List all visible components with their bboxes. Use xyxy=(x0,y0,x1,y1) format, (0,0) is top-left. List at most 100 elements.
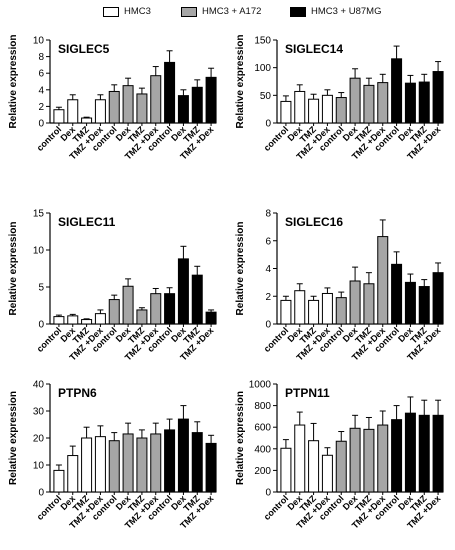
bar xyxy=(94,99,106,124)
bar xyxy=(418,414,430,493)
chart-2: Relative expression051015SIGLEC11control… xyxy=(8,209,217,363)
bar xyxy=(377,424,389,493)
bar xyxy=(432,272,444,325)
y-tick-label: 50 xyxy=(260,91,272,102)
y-axis-label: Relative expression xyxy=(235,222,246,316)
bar xyxy=(81,117,93,124)
bar xyxy=(308,98,320,124)
y-tick-label: 600 xyxy=(254,423,271,434)
bar xyxy=(177,258,189,325)
chart-title: SIGLEC5 xyxy=(58,42,110,56)
bar xyxy=(308,440,320,493)
chart-title: SIGLEC14 xyxy=(285,42,343,56)
chart-title: PTPN11 xyxy=(285,386,330,400)
y-tick-label: 10 xyxy=(33,461,45,472)
y-tick-label: 8 xyxy=(38,52,44,63)
bar xyxy=(280,447,292,493)
chart-title: SIGLEC16 xyxy=(285,215,343,229)
y-tick-label: 2 xyxy=(38,102,44,113)
y-tick-label: 1000 xyxy=(249,380,272,391)
bar xyxy=(164,61,176,124)
y-tick-label: 6 xyxy=(38,69,44,80)
y-tick-label: 0 xyxy=(38,119,44,130)
bar xyxy=(363,428,375,493)
bar xyxy=(349,77,361,124)
y-tick-label: 4 xyxy=(38,85,44,96)
bar xyxy=(164,429,176,493)
legend-label-hmc3: HMC3 xyxy=(124,6,151,17)
y-tick-label: 5 xyxy=(38,283,44,294)
bar xyxy=(205,311,217,325)
bar xyxy=(349,280,361,325)
bar xyxy=(308,299,320,325)
legend: HMC3 HMC3 + A172 HMC3 + U87MG xyxy=(0,0,455,24)
bar xyxy=(404,82,416,124)
y-tick-label: 2 xyxy=(265,292,271,303)
y-tick-label: 150 xyxy=(254,36,271,47)
bar xyxy=(294,424,306,493)
bar xyxy=(164,293,176,325)
y-tick-label: 40 xyxy=(33,380,45,391)
bar xyxy=(391,263,403,325)
bar xyxy=(177,95,189,124)
bar xyxy=(377,236,389,325)
bar xyxy=(363,283,375,325)
y-tick-label: 10 xyxy=(33,36,45,47)
bar xyxy=(391,58,403,124)
bar xyxy=(108,299,120,325)
bar xyxy=(136,93,148,124)
y-tick-label: 100 xyxy=(254,63,271,74)
y-axis-label: Relative expression xyxy=(8,222,19,316)
legend-swatch-hmc3 xyxy=(103,7,119,17)
bar xyxy=(94,313,106,325)
y-tick-label: 10 xyxy=(33,246,45,257)
legend-label-u87mg: HMC3 + U87MG xyxy=(311,6,382,17)
bar xyxy=(150,75,162,124)
legend-swatch-u87mg xyxy=(290,7,306,17)
bar xyxy=(280,100,292,124)
bar xyxy=(335,440,347,493)
y-tick-label: 400 xyxy=(254,444,271,455)
chart-0: Relative expression 0246810SIGLEC5control… xyxy=(8,35,217,162)
bar xyxy=(150,433,162,493)
bar xyxy=(67,315,79,325)
bar xyxy=(53,469,65,493)
bar xyxy=(191,86,203,124)
bar xyxy=(81,319,93,325)
bar xyxy=(363,84,375,124)
bar xyxy=(321,94,333,124)
bar xyxy=(177,418,189,493)
y-tick-label: 15 xyxy=(33,209,45,220)
bar xyxy=(53,316,65,325)
bar xyxy=(404,281,416,325)
bar xyxy=(136,437,148,493)
chart-title: PTPN6 xyxy=(58,386,97,400)
bar xyxy=(418,286,430,325)
bar xyxy=(321,454,333,493)
bar xyxy=(321,292,333,325)
y-axis-label: Relative expression xyxy=(235,391,246,485)
y-tick-label: 4 xyxy=(265,264,271,275)
bar xyxy=(335,297,347,325)
y-tick-label: 0 xyxy=(38,488,44,499)
bar xyxy=(432,414,444,493)
bar xyxy=(205,76,217,124)
bar xyxy=(108,90,120,124)
y-tick-label: 0 xyxy=(265,320,271,331)
bar xyxy=(67,99,79,124)
bar xyxy=(205,442,217,493)
chart-title: SIGLEC11 xyxy=(58,215,116,229)
y-axis-label: Relative expression xyxy=(8,35,19,129)
bar xyxy=(294,290,306,325)
chart-5: Relative expression 0 200 400 600 800 1000 PTPN… xyxy=(235,380,444,531)
bar xyxy=(404,412,416,493)
y-tick-label: 800 xyxy=(254,401,271,412)
bar xyxy=(294,90,306,124)
y-tick-label: 30 xyxy=(33,407,45,418)
bar xyxy=(377,82,389,124)
y-tick-label: 0 xyxy=(265,488,271,499)
bar xyxy=(81,437,93,493)
bar xyxy=(94,436,106,493)
bar xyxy=(122,285,134,325)
